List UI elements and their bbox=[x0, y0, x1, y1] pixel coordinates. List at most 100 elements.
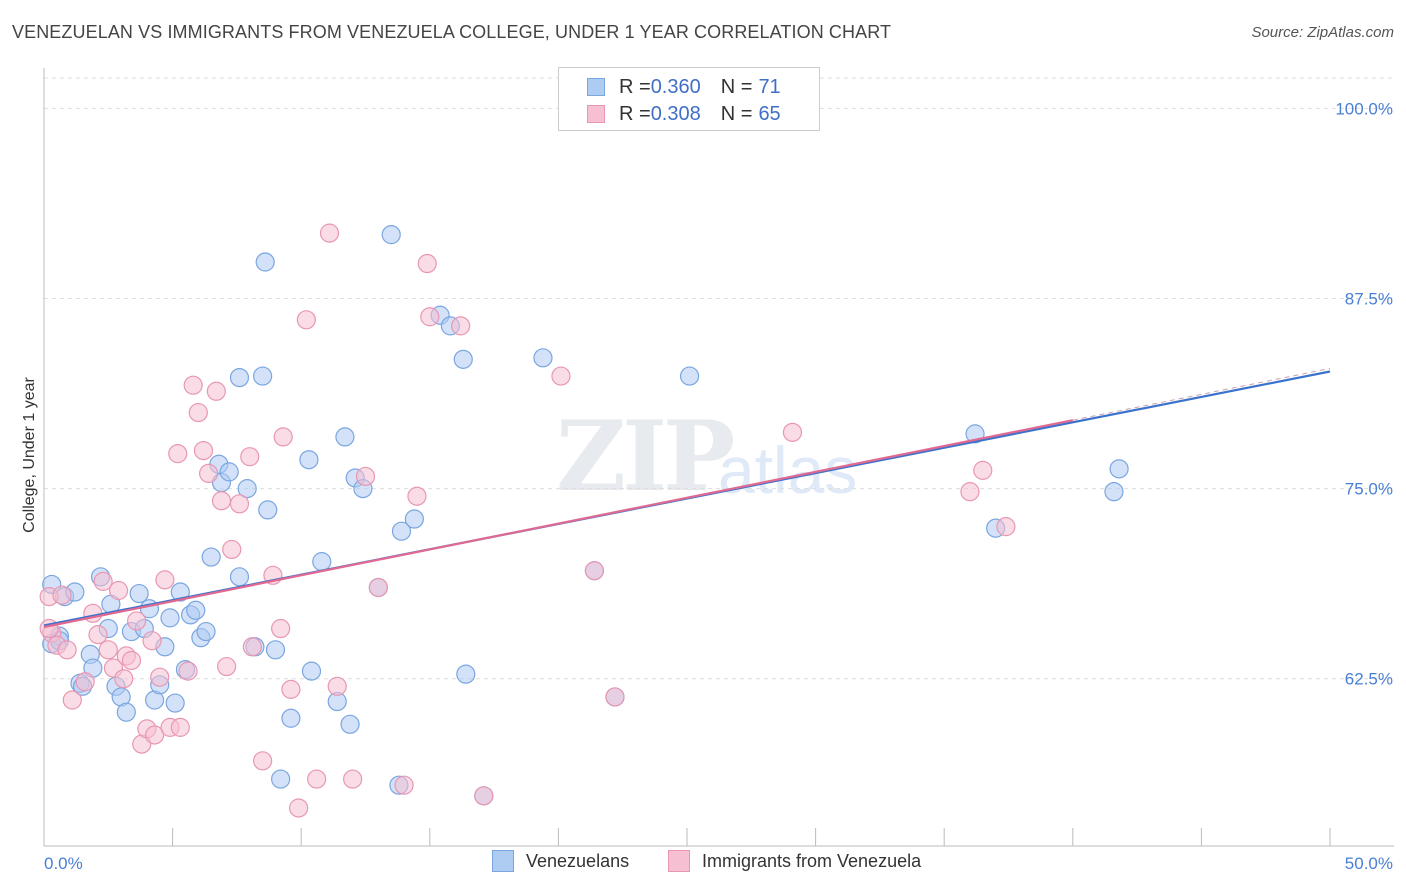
legend-n-label: N = bbox=[720, 75, 753, 98]
venezuelans-point bbox=[258, 500, 278, 520]
venezuelans-point bbox=[237, 479, 257, 499]
legend-n-value: 65 bbox=[758, 102, 781, 125]
immigrants-point bbox=[296, 310, 316, 330]
legend-item-immigrants[interactable]: Immigrants from Venezuela bbox=[668, 850, 921, 872]
venezuelans-point bbox=[170, 582, 190, 602]
immigrants-point bbox=[229, 494, 250, 514]
immigrants-point bbox=[281, 679, 301, 699]
legend-swatch-blue bbox=[587, 78, 605, 96]
immigrants-point bbox=[584, 561, 605, 581]
venezuelans-point bbox=[271, 769, 291, 789]
immigrants-point bbox=[88, 625, 108, 645]
immigrants-point bbox=[114, 669, 134, 689]
immigrants-point bbox=[407, 486, 427, 506]
immigrants-point bbox=[551, 366, 571, 386]
immigrants-point bbox=[183, 375, 203, 395]
immigrants-trend-extension bbox=[1072, 367, 1331, 421]
immigrants-point bbox=[327, 676, 347, 696]
immigrants-point bbox=[343, 769, 363, 789]
immigrants-point bbox=[155, 570, 175, 590]
venezuelans-point bbox=[301, 661, 322, 681]
immigrants-point bbox=[142, 631, 162, 651]
venezuelans-point bbox=[129, 583, 149, 604]
legend-label-immigrants: Immigrants from Venezuela bbox=[702, 850, 922, 871]
venezuelans-point bbox=[186, 600, 206, 620]
y-tick-label: 75.0% bbox=[1345, 480, 1393, 499]
immigrants-point bbox=[57, 640, 77, 660]
venezuelans-point bbox=[196, 621, 216, 642]
immigrants-point bbox=[319, 223, 340, 243]
legend-label-venezuelans: Venezuelans bbox=[526, 850, 630, 871]
venezuelans-point bbox=[165, 693, 185, 713]
venezuelans-point bbox=[1104, 482, 1124, 502]
legend-r-label: R = bbox=[619, 75, 651, 98]
immigrants-point bbox=[211, 491, 232, 511]
legend-n-value: 71 bbox=[758, 75, 781, 98]
immigrants-point bbox=[222, 539, 242, 560]
venezuelans-point bbox=[456, 664, 476, 684]
venezuelans-point bbox=[229, 367, 250, 388]
venezuelans-point bbox=[281, 708, 301, 728]
immigrants-point bbox=[240, 447, 260, 467]
legend-swatch-pink bbox=[668, 850, 690, 872]
immigrants-point bbox=[605, 687, 625, 707]
immigrants-point bbox=[474, 786, 494, 806]
immigrants-point bbox=[271, 618, 291, 639]
immigrants-point bbox=[289, 798, 309, 818]
immigrants-point bbox=[170, 717, 190, 737]
immigrants-point bbox=[217, 656, 237, 677]
immigrants-point bbox=[960, 482, 980, 502]
chart-title: VENEZUELAN VS IMMIGRANTS FROM VENEZUELA … bbox=[12, 22, 892, 42]
immigrants-point bbox=[451, 316, 471, 336]
immigrants-point bbox=[193, 440, 214, 461]
immigrants-point bbox=[188, 402, 208, 423]
immigrants-point bbox=[52, 585, 72, 605]
venezuelans-point bbox=[391, 521, 412, 541]
immigrants-point bbox=[75, 672, 95, 692]
trend-lines bbox=[43, 367, 1331, 629]
legend-r-label: R = bbox=[619, 102, 651, 125]
legend-item-venezuelans[interactable]: Venezuelans bbox=[492, 850, 629, 872]
immigrants-point bbox=[121, 650, 142, 671]
x-tick-label: 50.0% bbox=[1345, 854, 1393, 873]
legend-swatch-pink bbox=[587, 105, 605, 123]
immigrants-point bbox=[150, 667, 170, 687]
immigrants-point bbox=[83, 603, 103, 623]
venezuelans-point bbox=[404, 509, 424, 529]
immigrants-point bbox=[242, 637, 262, 657]
venezuelans-point bbox=[312, 552, 332, 572]
immigrants-point bbox=[126, 611, 147, 631]
legend-row-immigrants: R = 0.308 N = 65 bbox=[559, 101, 781, 127]
immigrants-point bbox=[368, 577, 388, 598]
immigrants-point bbox=[178, 661, 198, 681]
venezuelans-point bbox=[453, 349, 473, 369]
x-tick-label: 0.0% bbox=[44, 854, 83, 873]
correlation-legend: R = 0.360 N = 71 R = 0.308 N = 65 bbox=[558, 67, 820, 131]
legend-r-value: 0.308 bbox=[650, 102, 701, 125]
immigrants-point bbox=[206, 381, 226, 401]
series-legend: Venezuelans Immigrants from Venezuela bbox=[0, 850, 1406, 878]
y-tick-label: 87.5% bbox=[1345, 290, 1393, 309]
y-tick-label: 62.5% bbox=[1345, 670, 1393, 689]
immigrants-point bbox=[420, 307, 440, 327]
source-label: Source: ZipAtlas.com bbox=[1251, 24, 1394, 41]
immigrants-point bbox=[417, 253, 437, 274]
venezuelans-point bbox=[116, 702, 136, 722]
venezuelans-point bbox=[253, 366, 273, 386]
venezuelans-point bbox=[340, 714, 360, 734]
legend-swatch-blue bbox=[492, 850, 514, 872]
venezuelans-point bbox=[219, 462, 239, 482]
venezuelans-point bbox=[679, 366, 700, 386]
axes bbox=[43, 68, 1394, 847]
y-axis-label: College, Under 1 year bbox=[21, 377, 38, 533]
legend-row-venezuelans: R = 0.360 N = 71 bbox=[559, 74, 781, 100]
immigrants-point bbox=[307, 769, 327, 789]
immigrants-point bbox=[973, 460, 993, 480]
immigrants-point bbox=[108, 580, 129, 601]
venezuelans-point bbox=[299, 450, 319, 470]
venezuelans-point bbox=[255, 252, 275, 272]
data-points bbox=[39, 223, 1129, 818]
immigrants-point bbox=[62, 690, 82, 710]
venezuelans-point bbox=[265, 640, 286, 660]
